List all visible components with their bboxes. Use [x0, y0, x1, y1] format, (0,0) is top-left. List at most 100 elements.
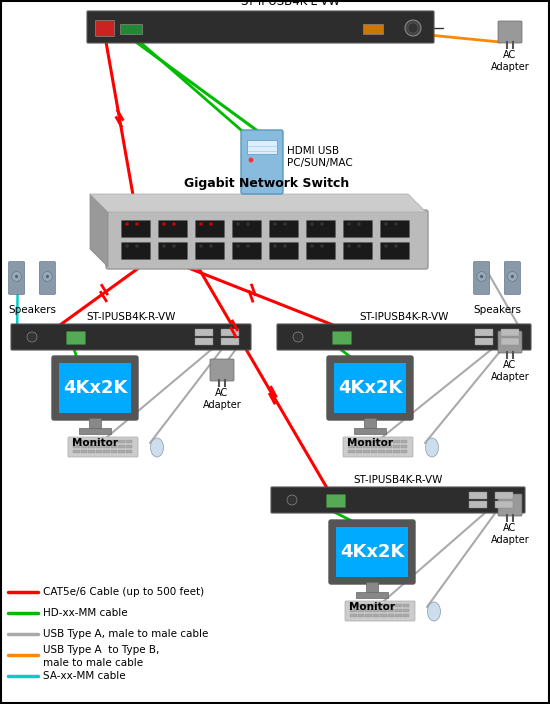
Circle shape [310, 244, 314, 248]
Bar [378, 444, 384, 448]
Bar [348, 439, 355, 443]
Bar [372, 608, 379, 612]
Bar [336, 527, 408, 577]
FancyBboxPatch shape [498, 331, 522, 353]
Bar [393, 449, 399, 453]
FancyBboxPatch shape [327, 356, 413, 420]
Bar [111, 449, 117, 453]
FancyBboxPatch shape [381, 242, 410, 260]
Bar [356, 592, 388, 598]
Bar [363, 439, 370, 443]
FancyBboxPatch shape [233, 242, 261, 260]
Bar [80, 444, 87, 448]
Bar [400, 449, 407, 453]
Polygon shape [90, 194, 108, 267]
Circle shape [511, 275, 514, 278]
FancyBboxPatch shape [498, 494, 522, 516]
Bar [118, 439, 124, 443]
Bar [195, 338, 213, 345]
Text: AC
Adapter: AC Adapter [491, 360, 529, 382]
Circle shape [42, 272, 52, 282]
Circle shape [246, 244, 250, 248]
FancyBboxPatch shape [195, 242, 224, 260]
FancyBboxPatch shape [40, 262, 56, 294]
Circle shape [283, 222, 287, 226]
Text: 4Kx2K: 4Kx2K [338, 379, 402, 397]
Circle shape [199, 244, 203, 248]
FancyBboxPatch shape [233, 220, 261, 237]
FancyBboxPatch shape [504, 262, 520, 294]
Bar [380, 608, 387, 612]
Bar [247, 140, 277, 154]
Text: ST-IPUSB4K-R-VW: ST-IPUSB4K-R-VW [86, 312, 175, 322]
Bar [371, 449, 377, 453]
Ellipse shape [427, 602, 441, 621]
FancyBboxPatch shape [333, 332, 351, 344]
Bar [125, 449, 132, 453]
Bar [378, 449, 384, 453]
Bar [355, 449, 362, 453]
Bar [400, 439, 407, 443]
Circle shape [199, 222, 203, 226]
FancyBboxPatch shape [474, 262, 490, 294]
Text: 4Kx2K: 4Kx2K [63, 379, 127, 397]
Bar [195, 329, 213, 336]
Circle shape [46, 275, 49, 278]
Bar [125, 444, 132, 448]
Bar [348, 449, 355, 453]
Bar [125, 439, 132, 443]
Circle shape [15, 275, 18, 278]
Bar [111, 439, 117, 443]
Bar [372, 613, 379, 617]
Circle shape [162, 222, 166, 226]
Circle shape [384, 222, 388, 226]
Bar [388, 603, 394, 607]
Text: AC
Adapter: AC Adapter [491, 523, 529, 545]
Bar [348, 444, 355, 448]
FancyBboxPatch shape [241, 130, 283, 194]
Bar [380, 603, 387, 607]
Bar [103, 439, 109, 443]
Bar [80, 449, 87, 453]
Bar [400, 444, 407, 448]
Circle shape [508, 272, 518, 282]
FancyBboxPatch shape [327, 494, 345, 508]
Bar [73, 439, 80, 443]
Bar [59, 363, 131, 413]
FancyBboxPatch shape [87, 11, 434, 43]
Ellipse shape [426, 438, 438, 457]
Circle shape [135, 244, 139, 248]
Circle shape [12, 272, 21, 282]
Bar [88, 439, 95, 443]
Bar [103, 449, 109, 453]
FancyBboxPatch shape [158, 220, 188, 237]
FancyBboxPatch shape [343, 437, 413, 457]
Bar [350, 613, 356, 617]
Bar [363, 24, 383, 34]
FancyBboxPatch shape [52, 356, 138, 420]
Bar [96, 444, 102, 448]
Bar [363, 449, 370, 453]
Bar [350, 603, 356, 607]
FancyBboxPatch shape [11, 324, 251, 350]
FancyBboxPatch shape [122, 220, 151, 237]
Circle shape [209, 222, 213, 226]
FancyBboxPatch shape [345, 601, 415, 621]
Bar [358, 603, 364, 607]
Bar [358, 608, 364, 612]
FancyBboxPatch shape [270, 220, 299, 237]
Circle shape [477, 272, 487, 282]
FancyBboxPatch shape [210, 359, 234, 381]
Bar [111, 444, 117, 448]
Circle shape [480, 275, 483, 278]
Bar [501, 329, 519, 336]
Text: HDMI USB
PC/SUN/MAC: HDMI USB PC/SUN/MAC [287, 146, 353, 168]
Circle shape [273, 244, 277, 248]
Circle shape [357, 244, 361, 248]
FancyBboxPatch shape [329, 520, 415, 584]
Bar [96, 439, 102, 443]
Bar [103, 444, 109, 448]
Circle shape [384, 244, 388, 248]
Polygon shape [90, 194, 426, 212]
Bar [403, 603, 409, 607]
